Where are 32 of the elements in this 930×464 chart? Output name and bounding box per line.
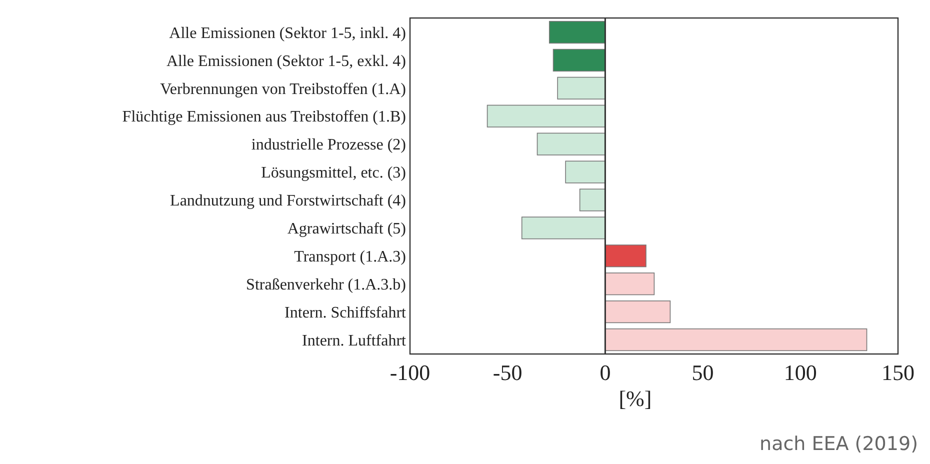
text: nach EEA (2019): [760, 433, 918, 455]
y-tick-label: Intern. Schiffsfahrt: [284, 304, 407, 322]
bar: [552, 48, 606, 72]
x-tick-label: 100: [784, 360, 817, 385]
y-tick-label: Intern. Luftfahrt: [302, 332, 407, 350]
bar: [565, 160, 606, 184]
y-tick-label: Agrawirtschaft (5): [287, 220, 406, 238]
y-tick-label: Flüchtige Emissionen aus Treibstoffen (1.B): [122, 108, 406, 126]
y-tick-label: Alle Emissionen (Sektor 1-5, exkl. 4): [166, 52, 406, 70]
x-tick-label: -50: [492, 360, 522, 385]
x-tick-label: 150: [882, 360, 914, 385]
bar: [604, 244, 646, 268]
bar: [604, 272, 655, 296]
y-tick-label: Lösungsmittel, etc. (3): [261, 164, 406, 182]
bar: [604, 328, 868, 352]
y-tick-label: Straßenverkehr (1.A.3.b): [246, 276, 406, 294]
x-tick-label: -100: [390, 360, 430, 385]
bar: [536, 132, 606, 156]
x-axis-title: [%]: [618, 386, 652, 411]
bar: [579, 188, 606, 212]
y-tick-label: industrielle Prozesse (2): [251, 136, 406, 154]
bar: [548, 20, 606, 44]
bar: [557, 76, 606, 100]
bar: [486, 104, 606, 128]
bar: [521, 216, 606, 240]
y-tick-label: Transport (1.A.3): [294, 248, 406, 266]
y-tick-label: Verbrennungen von Treibstoffen (1.A): [160, 80, 406, 98]
y-tick-label: Landnutzung und Forstwirtschaft (4): [170, 192, 406, 210]
x-tick-label: 0: [600, 360, 611, 385]
bar: [604, 300, 671, 324]
x-tick-label: 50: [692, 360, 714, 385]
y-tick-label: Alle Emissionen (Sektor 1-5, inkl. 4): [169, 24, 406, 42]
